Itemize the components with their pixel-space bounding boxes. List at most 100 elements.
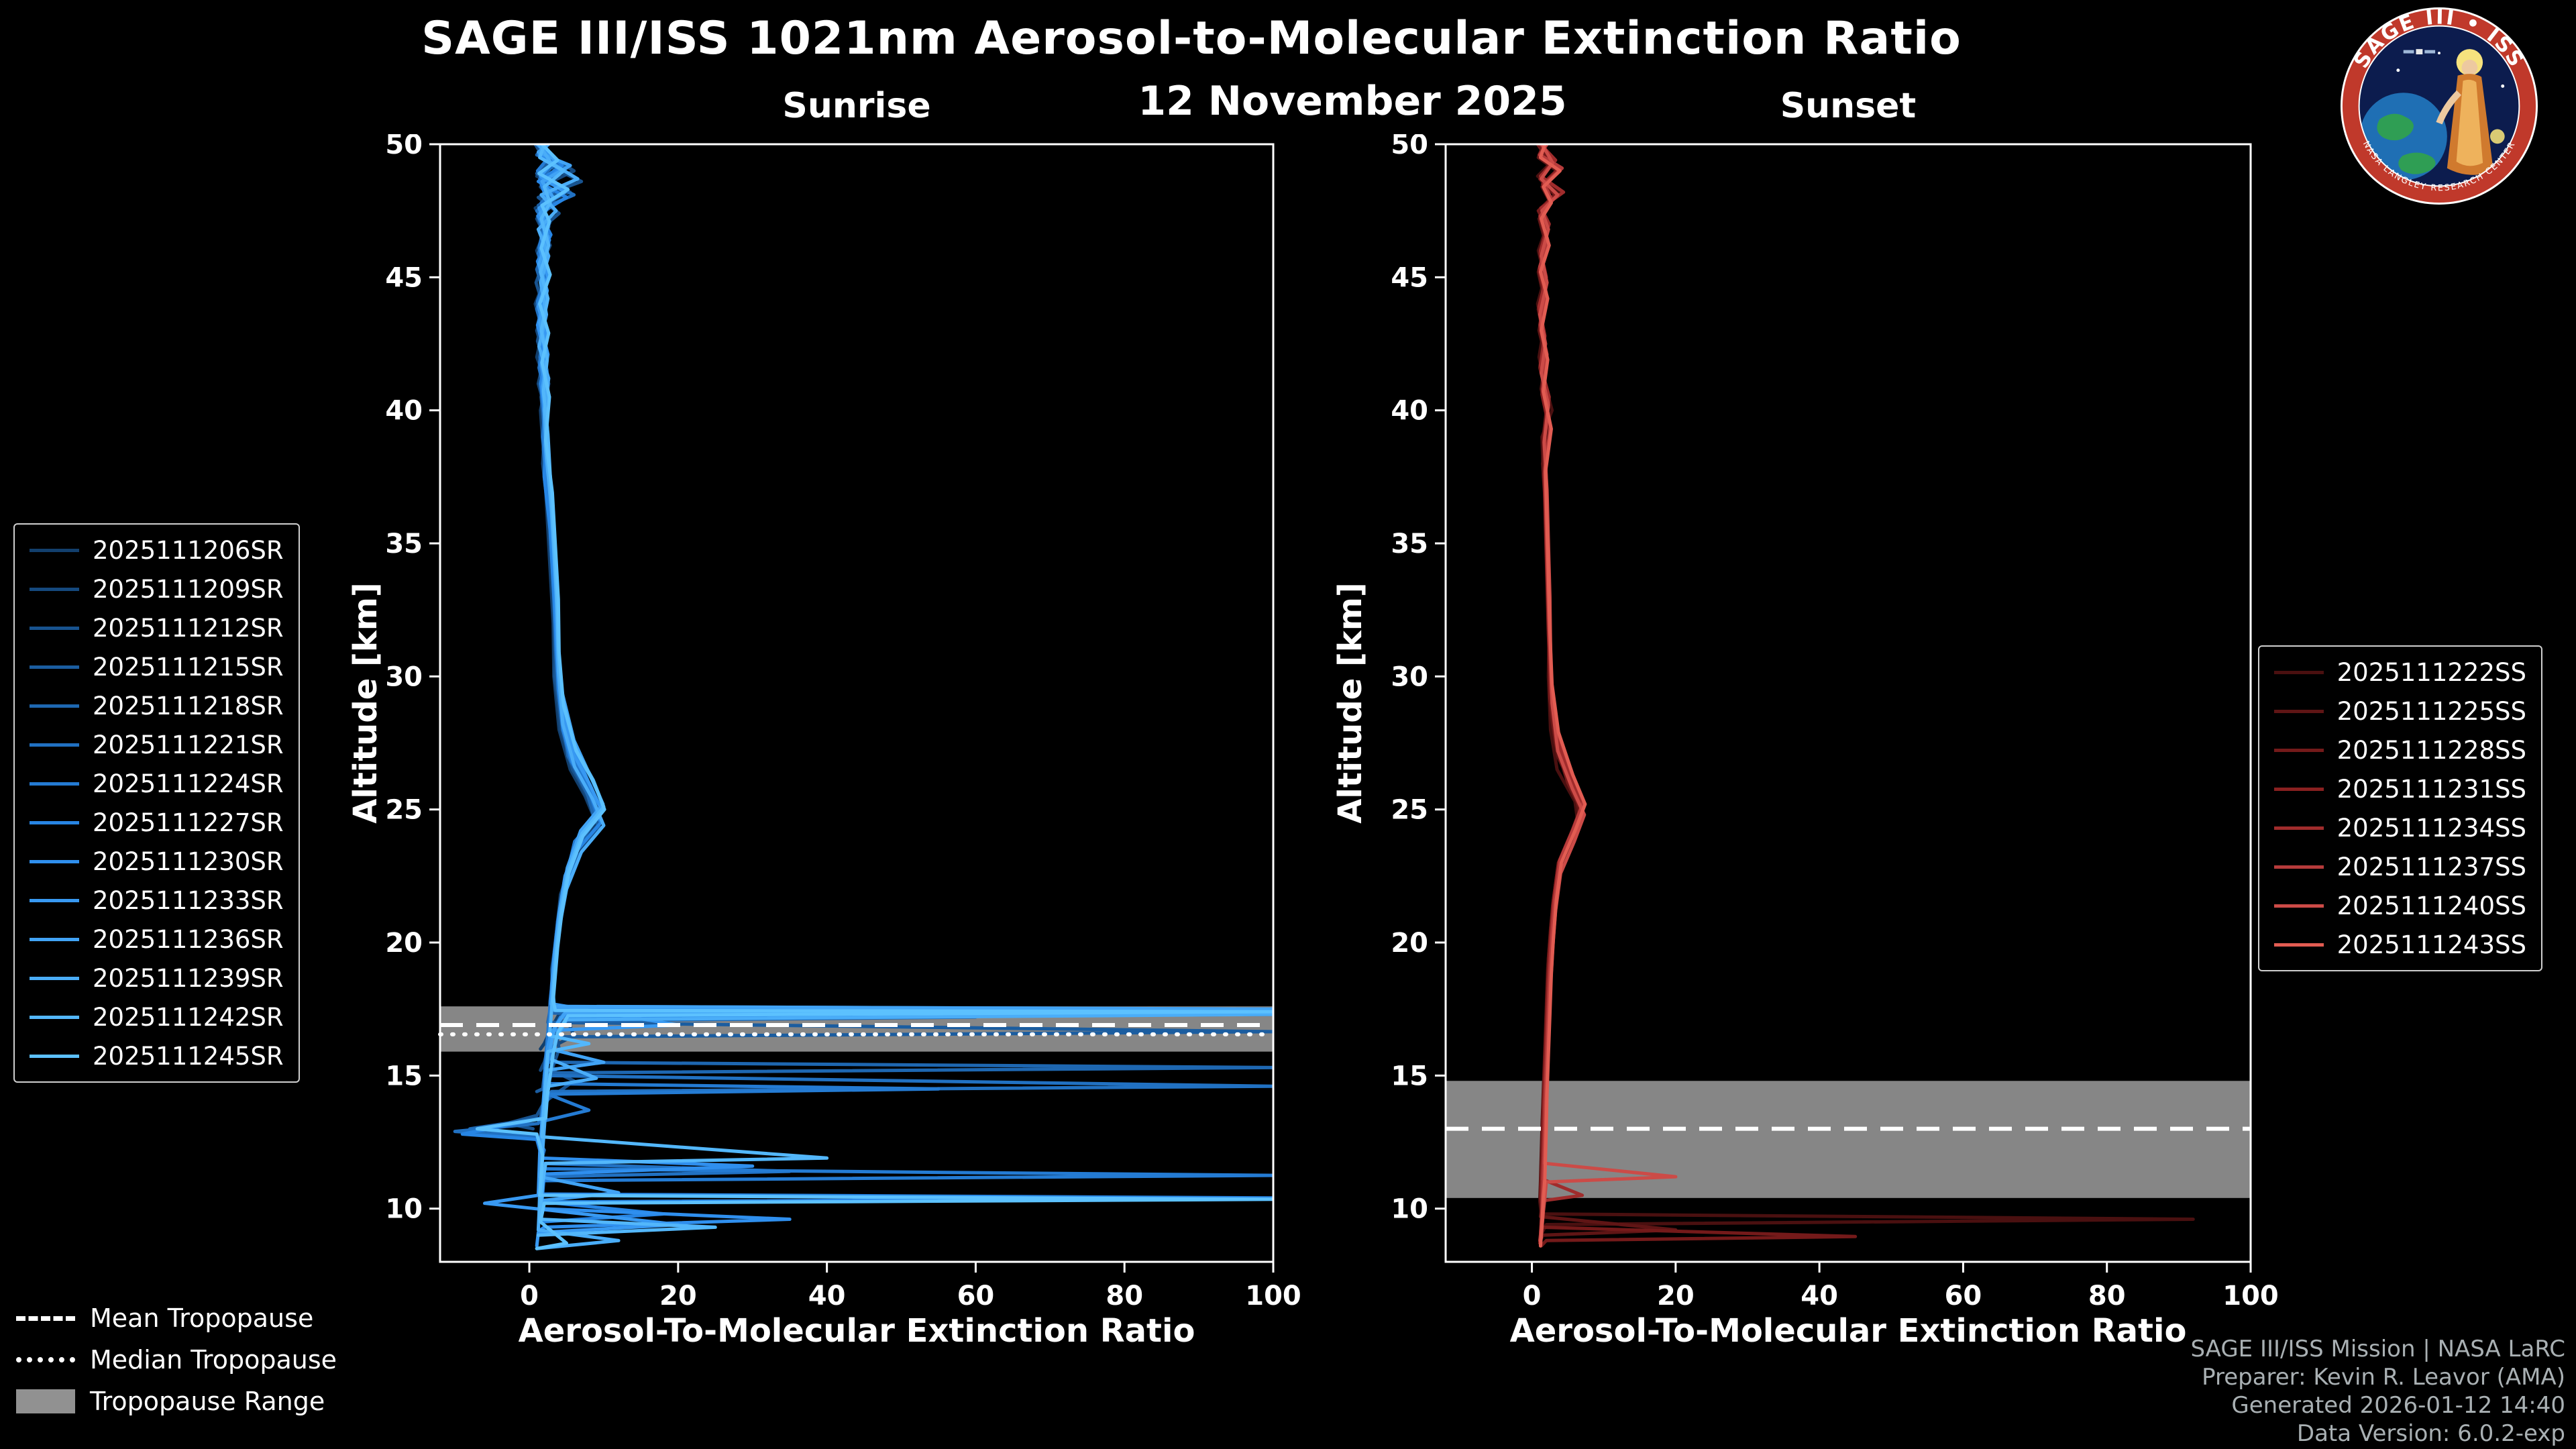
legend-label: 2025111234SS xyxy=(2337,813,2526,843)
credit-data-version: Data Version: 6.0.2-exp xyxy=(2296,1420,2565,1447)
x-tick-label: 80 xyxy=(1106,1281,1143,1311)
profile-line xyxy=(1538,144,1587,1248)
y-tick-label: 15 xyxy=(385,1061,423,1091)
y-tick-label: 35 xyxy=(1391,529,1428,559)
y-tick-label: 35 xyxy=(385,529,423,559)
legend-line-swatch xyxy=(2273,943,2324,947)
legend-label: 2025111242SR xyxy=(93,1002,284,1032)
y-tick-label: 40 xyxy=(385,396,423,427)
x-tick-label: 100 xyxy=(1245,1281,1301,1311)
legend-label: 2025111227SR xyxy=(93,808,284,837)
legend-line-swatch xyxy=(30,820,79,824)
legend-item: 2025111240SS xyxy=(2273,891,2526,920)
legend-item: 2025111233SR xyxy=(30,885,284,915)
legend-item: 2025111239SR xyxy=(30,963,284,993)
profile-line xyxy=(535,144,1273,1250)
profile-line xyxy=(460,144,1273,1224)
legend-label: 2025111225SS xyxy=(2337,696,2526,726)
logo-art xyxy=(2359,49,2505,180)
plot-frame xyxy=(439,143,1275,1263)
median-tropopause-label: Median Tropopause xyxy=(90,1345,337,1375)
credit-generated: Generated 2026-01-12 14:40 xyxy=(2231,1392,2565,1419)
legend-label: 2025111236SR xyxy=(93,924,284,954)
legend-line-swatch xyxy=(30,626,79,630)
date-subtitle: 12 November 2025 xyxy=(1138,78,1567,125)
legend-label: 2025111231SS xyxy=(2337,774,2526,804)
legend-item: 2025111237SS xyxy=(2273,852,2526,881)
credit-mission: SAGE III/ISS Mission | NASA LaRC xyxy=(2190,1336,2565,1362)
legend-label: 2025111230SR xyxy=(93,847,284,876)
legend-label: 2025111245SR xyxy=(93,1041,284,1071)
moon-icon xyxy=(2489,129,2505,144)
legend-item: 2025111242SR xyxy=(30,1002,284,1032)
legend-line-swatch xyxy=(30,898,79,902)
legend-line-swatch xyxy=(30,665,79,669)
legend-line-swatch xyxy=(2273,787,2324,791)
legend-item: 2025111236SR xyxy=(30,924,284,954)
legend-line-swatch xyxy=(30,548,79,552)
legend-label: 2025111224SR xyxy=(93,769,284,798)
gray-patch-swatch xyxy=(16,1389,75,1413)
sunrise-plot: 0 20 40 60 80 100 10 15 20 25 30 35 40 45 50 xyxy=(385,134,1301,1311)
legend-label: 2025111243SS xyxy=(2337,930,2526,959)
profile-line xyxy=(536,144,829,1237)
profile-line xyxy=(1538,144,1678,1240)
sunset-panel-title: Sunset xyxy=(1780,86,1917,126)
legend-label: 2025111206SR xyxy=(93,535,284,565)
profile-line xyxy=(535,144,1273,1093)
y-tick-label: 10 xyxy=(385,1194,423,1225)
legend-label: 2025111222SS xyxy=(2337,657,2526,687)
page-title: SAGE III/ISS 1021nm Aerosol-to-Molecular… xyxy=(421,12,1962,65)
profile-line xyxy=(535,144,1273,1072)
legend-line-swatch xyxy=(2273,904,2324,908)
legend-label: 2025111215SR xyxy=(93,652,284,682)
y-tick-label: 40 xyxy=(1391,396,1428,427)
legend-item: 2025111225SS xyxy=(2273,696,2526,726)
y-tick-label: 20 xyxy=(1391,928,1428,959)
credits: SAGE III/ISS Mission | NASA LaRC Prepare… xyxy=(2190,1335,2565,1448)
profile-line xyxy=(475,144,1273,1250)
dotted-line-swatch xyxy=(16,1357,75,1362)
tropopause-range-band xyxy=(1446,1081,2251,1198)
legend-label: 2025111221SR xyxy=(93,730,284,759)
tropopause-range-label: Tropopause Range xyxy=(90,1387,325,1416)
plot-frame xyxy=(1444,143,2252,1263)
legend-line-swatch xyxy=(30,782,79,786)
y-tick-label: 25 xyxy=(1391,795,1428,826)
legend-label: 2025111228SS xyxy=(2337,735,2526,765)
legend-line-swatch xyxy=(2273,748,2324,752)
legend-line-swatch xyxy=(2273,865,2324,869)
legend-label: 2025111237SS xyxy=(2337,852,2526,881)
legend-label: 2025111209SR xyxy=(93,574,284,604)
y-tick-label: 20 xyxy=(385,928,423,959)
x-tick-label: 0 xyxy=(520,1281,539,1311)
legend-item: 2025111215SR xyxy=(30,652,284,682)
legend-item: 2025111243SS xyxy=(2273,930,2526,959)
legend-item: 2025111221SR xyxy=(30,730,284,759)
y-tick-label: 45 xyxy=(1391,262,1428,293)
x-tick-label: 100 xyxy=(2222,1281,2279,1311)
sunrise-legend: 2025111206SR 2025111209SR 2025111212SR 2025… xyxy=(13,523,300,1083)
legend-item: 2025111206SR xyxy=(30,535,284,565)
median-tropopause-legend-item: Median Tropopause xyxy=(16,1344,337,1375)
y-tick-label: 25 xyxy=(385,795,423,826)
legend-line-swatch xyxy=(30,1054,79,1058)
legend-line-swatch xyxy=(2273,826,2324,830)
x-tick-label: 80 xyxy=(2088,1281,2126,1311)
legend-label: 2025111240SS xyxy=(2337,891,2526,920)
legend-item: 2025111231SS xyxy=(2273,774,2526,804)
legend-item: 2025111228SS xyxy=(2273,735,2526,765)
profile-line xyxy=(1536,144,1858,1248)
y-tick-label: 50 xyxy=(1391,134,1428,160)
x-tick-label: 0 xyxy=(1523,1281,1542,1311)
profile-line xyxy=(505,144,1273,1131)
y-tick-label: 10 xyxy=(1391,1194,1428,1225)
legend-item: 2025111212SR xyxy=(30,613,284,643)
y-tick-label: 30 xyxy=(385,661,423,692)
profile-line xyxy=(533,144,1273,1051)
legend-label: 2025111212SR xyxy=(93,613,284,643)
x-tick-label: 20 xyxy=(659,1281,697,1311)
mean-tropopause-label: Mean Tropopause xyxy=(90,1303,314,1333)
y-tick-label: 30 xyxy=(1391,661,1428,692)
sunset-y-axis-label: Altitude [km] xyxy=(1332,582,1369,824)
